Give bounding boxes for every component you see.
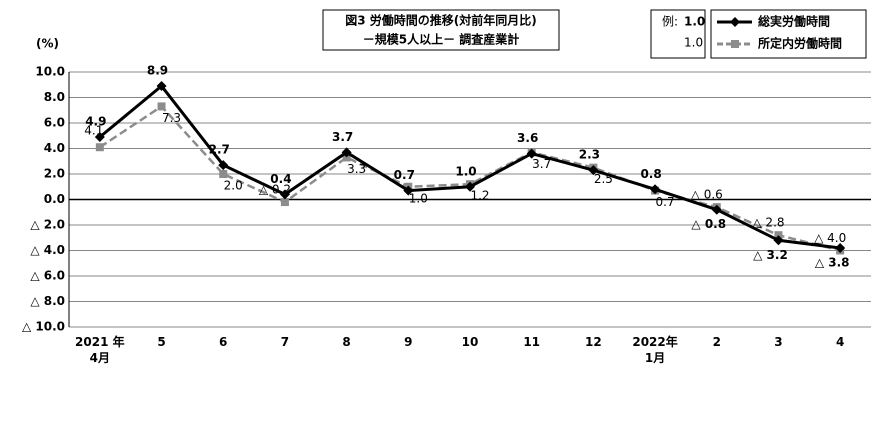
marker xyxy=(526,148,537,159)
y-tick-label: △ 4.0 xyxy=(30,243,65,257)
data-label: △ 4.0 xyxy=(814,231,846,245)
series-line xyxy=(99,104,841,252)
chart-title: 図3 労働時間の推移(対前年同月比) xyxy=(345,13,537,28)
data-label: △ 3.2 xyxy=(753,248,788,262)
x-tick-label: 2022年 1月 xyxy=(632,335,678,365)
x-tick-label: 7 xyxy=(280,335,290,349)
x-tick-label: 4 xyxy=(835,335,845,349)
marker xyxy=(157,102,166,111)
y-tick-label: 8.0 xyxy=(44,90,65,104)
x-tick-label: 12 xyxy=(585,335,602,349)
marker xyxy=(650,184,661,195)
marker xyxy=(280,198,289,207)
data-label: 7.3 xyxy=(162,111,181,125)
x-tick-label: 9 xyxy=(404,335,413,349)
marker xyxy=(588,165,599,176)
legend-label: 総実労働時間 xyxy=(758,14,830,29)
data-label: 0.7 xyxy=(656,195,675,209)
marker xyxy=(156,81,167,92)
data-label: 8.9 xyxy=(147,64,168,78)
data-label: 1.0 xyxy=(455,164,476,178)
data-label: 2.0 xyxy=(224,179,243,193)
marker xyxy=(773,235,784,246)
legend-label: 所定内労働時間 xyxy=(758,36,842,51)
marker xyxy=(341,147,352,158)
marker xyxy=(835,242,846,253)
data-label: 1.0 xyxy=(409,191,428,205)
data-label: 3.7 xyxy=(532,157,551,171)
marker xyxy=(95,143,104,152)
marker xyxy=(465,181,475,192)
x-tick-label: 10 xyxy=(461,335,479,349)
x-tick-label: 8 xyxy=(342,335,351,349)
x-tick-label: 3 xyxy=(774,335,783,349)
example-box xyxy=(650,9,706,59)
x-tick-label: 2 xyxy=(712,335,721,349)
data-label: 3.7 xyxy=(332,130,353,144)
y-tick-label: 4.0 xyxy=(44,141,65,155)
x-tick-label: 2021 年 4月 xyxy=(75,335,125,365)
marker xyxy=(94,132,105,143)
y-axis-label: (%) xyxy=(36,37,59,51)
marker xyxy=(279,189,290,200)
data-label: △ 0.6 xyxy=(691,188,723,202)
marker xyxy=(218,160,229,171)
x-tick-label: 11 xyxy=(523,335,541,349)
example-normal: 1.0 xyxy=(684,36,703,50)
marker xyxy=(342,153,351,162)
data-label: 2.7 xyxy=(209,143,230,157)
data-label: 0.8 xyxy=(640,167,661,181)
data-label: 3.3 xyxy=(347,162,366,176)
title-box xyxy=(322,9,560,51)
data-label: △ 2.8 xyxy=(752,216,784,230)
data-label: 0.4 xyxy=(270,172,291,186)
legend-marker xyxy=(730,17,740,27)
data-label: 1.2 xyxy=(470,189,489,203)
data-label: △ 3.8 xyxy=(815,255,850,269)
data-label: 3.6 xyxy=(517,131,538,145)
data-label: △ 0.8 xyxy=(691,217,726,231)
marker xyxy=(774,231,783,240)
y-tick-label: 0.0 xyxy=(44,192,65,206)
x-tick-label: 6 xyxy=(219,335,228,349)
data-label: 4.9 xyxy=(85,115,106,129)
y-tick-label: △ 10.0 xyxy=(22,320,65,334)
example-label: 例: xyxy=(662,15,678,29)
x-tick-label: 5 xyxy=(157,335,166,349)
marker xyxy=(219,170,228,178)
y-tick-label: △ 8.0 xyxy=(30,294,65,308)
legend-marker xyxy=(731,40,739,48)
y-tick-label: △ 2.0 xyxy=(30,218,65,232)
data-label: 2.3 xyxy=(579,148,600,162)
y-tick-label: 2.0 xyxy=(44,167,65,181)
data-label: 0.7 xyxy=(394,168,415,182)
y-tick-label: 10.0 xyxy=(35,65,65,79)
marker xyxy=(403,185,414,196)
legend-box xyxy=(710,9,867,59)
y-tick-label: △ 6.0 xyxy=(30,269,65,283)
example-bold: 1.0 xyxy=(684,15,705,29)
y-tick-label: 6.0 xyxy=(44,116,65,130)
chart-subtitle: －規模5人以上－ 調査産業計 xyxy=(363,32,520,47)
marker xyxy=(711,204,722,215)
